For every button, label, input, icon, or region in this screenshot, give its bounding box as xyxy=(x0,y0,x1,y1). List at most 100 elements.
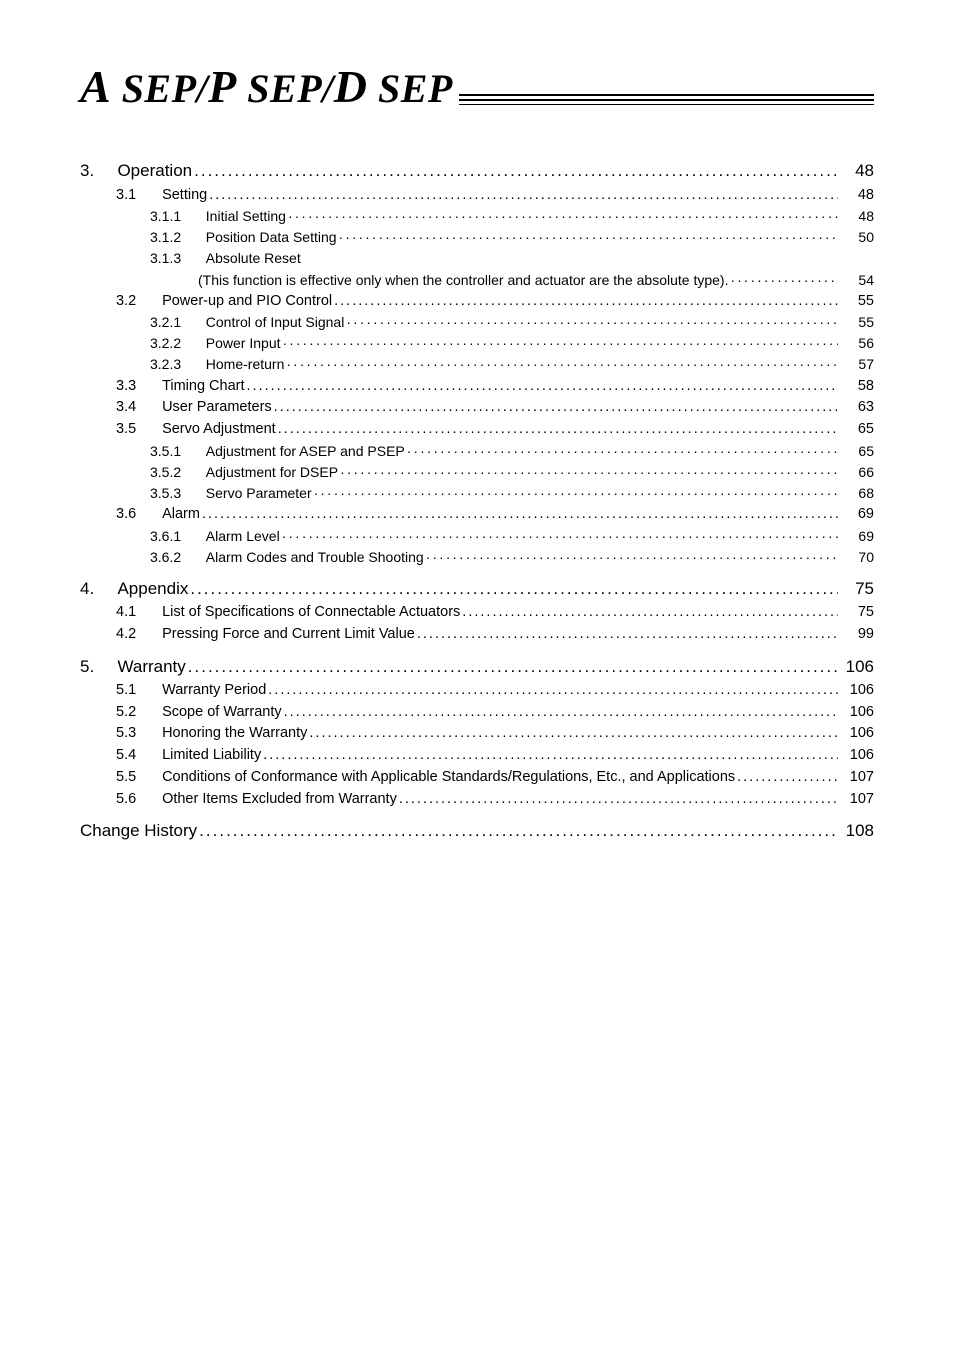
toc-page: 70 xyxy=(840,549,874,565)
toc-num: 5.2 xyxy=(116,704,154,721)
toc-page: 107 xyxy=(840,769,874,786)
toc-entry-3-1: 3.1 Setting 48 xyxy=(80,187,874,204)
toc-label: 4. Appendix xyxy=(80,579,188,599)
toc-leader xyxy=(288,208,838,224)
toc-entry-3-2-2: 3.2.2 Power Input 56 xyxy=(80,335,874,351)
toc-label: 3.5 Servo Adjustment xyxy=(116,421,276,438)
toc-num: 4. xyxy=(80,579,108,599)
toc-leader xyxy=(407,443,838,459)
logo-part-sep2: SEP/ xyxy=(237,66,334,111)
toc-page: 63 xyxy=(840,399,874,416)
toc-label: 3.1.1 Initial Setting xyxy=(150,208,286,224)
toc-title: (This function is effective only when th… xyxy=(198,272,728,288)
toc-page: 108 xyxy=(840,821,874,841)
toc-page: 65 xyxy=(840,443,874,459)
toc-label: 5.2 Scope of Warranty xyxy=(116,704,282,721)
toc-num: 3.6 xyxy=(116,506,154,523)
logo-part-sep1: SEP/ xyxy=(111,66,208,111)
toc-leader xyxy=(209,187,838,204)
toc-page: 69 xyxy=(840,506,874,523)
toc-entry-3-5-1: 3.5.1 Adjustment for ASEP and PSEP 65 xyxy=(80,443,874,459)
toc-leader xyxy=(263,747,838,764)
toc-num: 3.6.1 xyxy=(150,528,198,544)
toc-entry-3-5-2: 3.5.2 Adjustment for DSEP 66 xyxy=(80,464,874,480)
toc-page: 54 xyxy=(840,272,874,288)
document-header: A SEP/P SEP/D SEP xyxy=(80,60,874,113)
toc-leader xyxy=(286,356,838,372)
toc-leader xyxy=(340,464,838,480)
toc-label: 3.6.1 Alarm Level xyxy=(150,528,280,544)
toc-label: 5. Warranty xyxy=(80,657,186,677)
toc-label: 4.2 Pressing Force and Current Limit Val… xyxy=(116,626,415,643)
toc-num: 3.1.1 xyxy=(150,208,198,224)
toc-page: 106 xyxy=(840,682,874,699)
toc-title: Servo Adjustment xyxy=(162,421,276,437)
toc-entry-5-2: 5.2 Scope of Warranty 106 xyxy=(80,704,874,721)
toc-num: 3.6.2 xyxy=(150,549,198,565)
toc-leader xyxy=(334,293,838,310)
toc-label: 5.4 Limited Liability xyxy=(116,747,261,764)
toc-title: Appendix xyxy=(117,579,188,598)
toc-label: 3.5.2 Adjustment for DSEP xyxy=(150,464,338,480)
toc-page: 75 xyxy=(840,604,874,621)
toc-entry-4-1: 4.1 List of Specifications of Connectabl… xyxy=(80,604,874,621)
toc-page: 75 xyxy=(840,579,874,599)
toc-page: 106 xyxy=(840,704,874,721)
toc-label: 3.1 Setting xyxy=(116,187,207,204)
toc-entry-3-2: 3.2 Power-up and PIO Control 55 xyxy=(80,293,874,310)
toc-entry-3-6-1: 3.6.1 Alarm Level 69 xyxy=(80,528,874,544)
toc-entry-4-2: 4.2 Pressing Force and Current Limit Val… xyxy=(80,626,874,643)
toc-leader xyxy=(194,161,838,181)
toc-label: 3.3 Timing Chart xyxy=(116,378,245,395)
toc-leader xyxy=(314,485,838,501)
toc-title: Other Items Excluded from Warranty xyxy=(162,791,397,807)
toc-page: 50 xyxy=(840,229,874,245)
toc-entry-3-5: 3.5 Servo Adjustment 65 xyxy=(80,421,874,438)
toc-title: Control of Input Signal xyxy=(206,314,345,330)
toc-num: 5.5 xyxy=(116,769,154,786)
toc-page: 65 xyxy=(840,421,874,438)
toc-label: 3.6.2 Alarm Codes and Trouble Shooting xyxy=(150,549,424,565)
toc-title: Adjustment for DSEP xyxy=(206,464,338,480)
toc-entry-5: 5. Warranty 106 xyxy=(80,657,874,677)
toc-entry-5-5: 5.5 Conditions of Conformance with Appli… xyxy=(80,769,874,786)
toc-label: 5.3 Honoring the Warranty xyxy=(116,725,307,742)
toc-entry-3-3: 3.3 Timing Chart 58 xyxy=(80,378,874,395)
toc-leader xyxy=(399,791,838,808)
toc-title: Timing Chart xyxy=(162,378,244,394)
toc-label: 3.1.2 Position Data Setting xyxy=(150,229,337,245)
toc-num: 3.2.1 xyxy=(150,314,198,330)
toc-num: 5.4 xyxy=(116,747,154,764)
toc-page: 99 xyxy=(840,626,874,643)
toc-num: 3.1.2 xyxy=(150,229,198,245)
toc-label: 3.4 User Parameters xyxy=(116,399,272,416)
toc-title: List of Specifications of Connectable Ac… xyxy=(162,604,460,620)
toc-title: Conditions of Conformance with Applicabl… xyxy=(162,769,735,785)
toc-label: 3.2 Power-up and PIO Control xyxy=(116,293,332,310)
toc-entry-3-1-1: 3.1.1 Initial Setting 48 xyxy=(80,208,874,224)
toc-num: 4.2 xyxy=(116,626,154,643)
toc-title: Warranty Period xyxy=(162,682,266,698)
toc-entry-3-6: 3.6 Alarm 69 xyxy=(80,506,874,523)
toc-entry-3-5-3: 3.5.3 Servo Parameter 68 xyxy=(80,485,874,501)
toc-num: 3.4 xyxy=(116,399,154,416)
toc-page: 48 xyxy=(840,187,874,204)
toc-leader xyxy=(190,579,838,599)
toc-label: 5.1 Warranty Period xyxy=(116,682,266,699)
toc-page: 55 xyxy=(840,314,874,330)
toc-leader xyxy=(339,229,838,245)
toc-leader xyxy=(274,399,838,416)
toc-num: 3.2 xyxy=(116,293,154,310)
toc-title: Absolute Reset xyxy=(206,250,301,266)
toc-entry-5-1: 5.1 Warranty Period 106 xyxy=(80,682,874,699)
toc-label: (This function is effective only when th… xyxy=(198,272,728,288)
toc-title: Scope of Warranty xyxy=(162,704,282,720)
toc-entry-5-3: 5.3 Honoring the Warranty 106 xyxy=(80,725,874,742)
toc-label: 3.5.1 Adjustment for ASEP and PSEP xyxy=(150,443,405,459)
toc-title: Alarm Codes and Trouble Shooting xyxy=(206,549,424,565)
toc-entry-3-2-1: 3.2.1 Control of Input Signal 55 xyxy=(80,314,874,330)
toc-title: Adjustment for ASEP and PSEP xyxy=(206,443,405,459)
toc-title: Alarm xyxy=(162,506,200,522)
toc-num: 5.3 xyxy=(116,725,154,742)
toc-num: 3.5 xyxy=(116,421,154,438)
